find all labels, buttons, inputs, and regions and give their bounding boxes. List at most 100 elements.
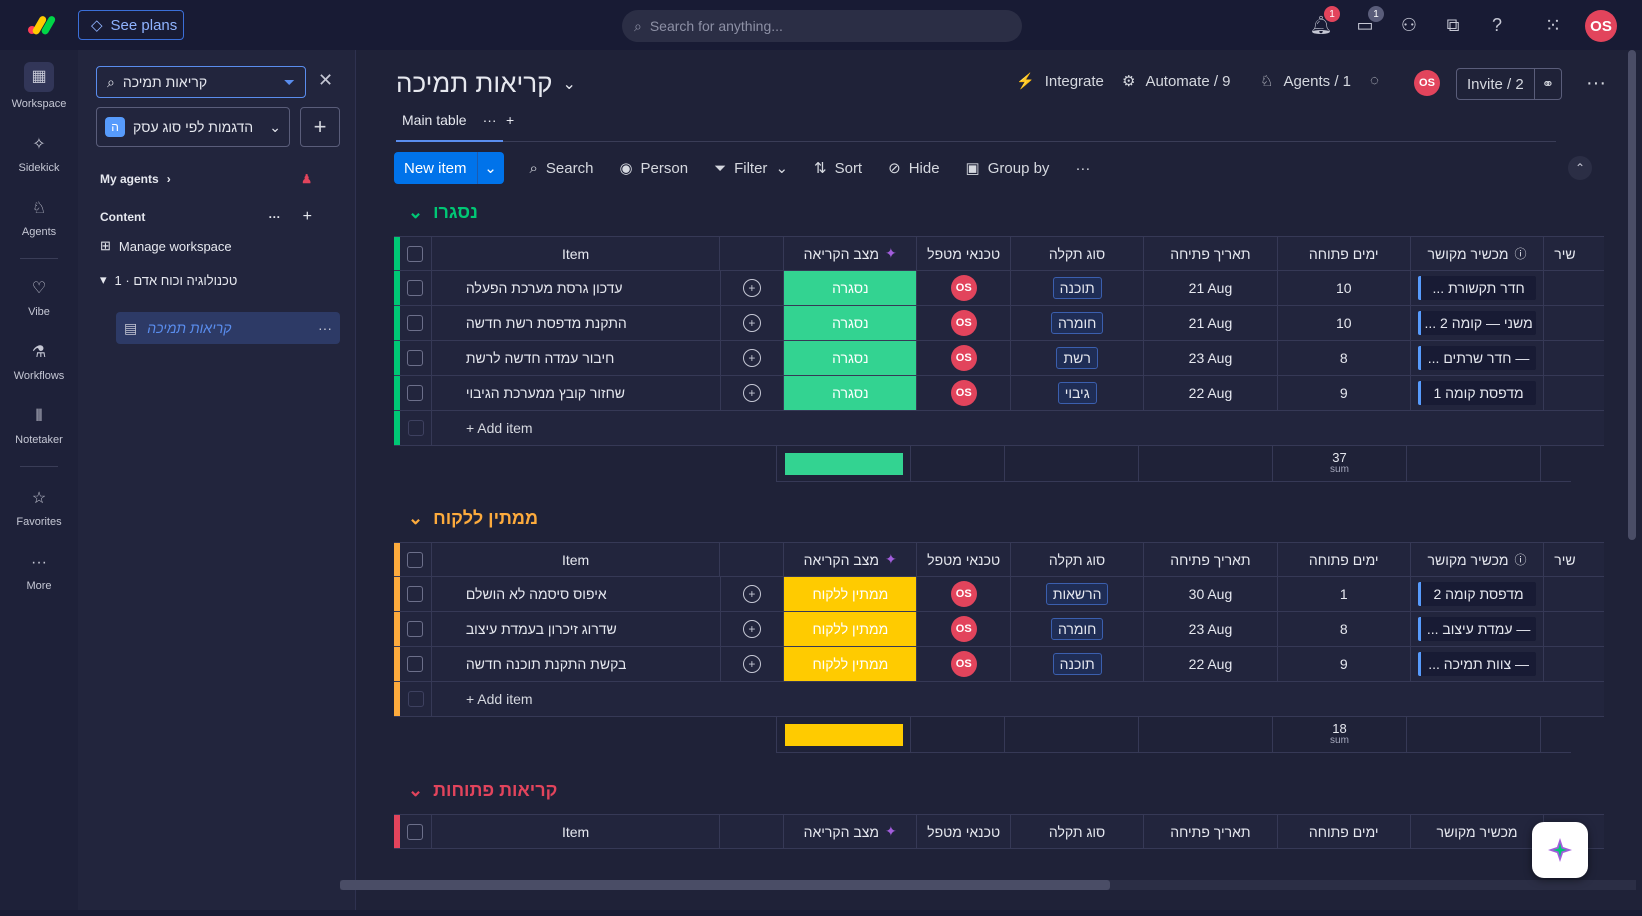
group-title-waiting[interactable]: ⌄ ממתין ללקוח — [408, 508, 538, 529]
add-item-row[interactable]: + Add item — [394, 682, 1604, 717]
add-update-icon[interactable]: + — [742, 585, 761, 603]
column-header-more[interactable]: שיר — [1554, 245, 1576, 262]
status-label[interactable]: נסגרה — [784, 376, 917, 410]
days-open[interactable]: 10 — [1278, 306, 1411, 340]
group-by-button[interactable]: ▣ Group by — [966, 159, 1050, 178]
manage-workspace-row[interactable]: ⊞ Manage workspace — [100, 238, 232, 254]
column-header-device[interactable]: מכשיר מקושר — [1411, 815, 1545, 848]
plus-icon[interactable]: + — [302, 208, 312, 225]
rail-vibe[interactable]: ♡ Vibe — [0, 278, 78, 318]
technician-avatar[interactable]: OS — [950, 651, 977, 677]
table-row[interactable]: איפוס סיסמה לא הושלם + ממתין ללקוח OS הרשאות… — [394, 577, 1604, 612]
chevron-up-icon[interactable]: ⌃ — [1568, 156, 1592, 180]
open-date[interactable]: 21 Aug — [1144, 271, 1278, 305]
open-date[interactable]: 22 Aug — [1144, 647, 1278, 681]
status-label[interactable]: נסגרה — [784, 271, 917, 305]
item-name[interactable]: שחזור קובץ ממערכת הגיבוי — [432, 376, 721, 410]
more-dots-icon[interactable]: ··· — [318, 320, 332, 336]
see-plans-button[interactable]: ◇ See plans — [78, 10, 184, 40]
issue-type-tag[interactable]: חומרה — [1050, 618, 1104, 640]
column-header-more[interactable]: שיר — [1554, 551, 1576, 568]
row-checkbox[interactable] — [407, 350, 424, 366]
more-dots-icon[interactable]: ··· — [482, 112, 497, 128]
filter-button[interactable]: ⏷ Filter ⌄ — [714, 159, 789, 178]
add-item-label[interactable]: + Add item — [466, 420, 533, 436]
monday-logo[interactable] — [26, 12, 60, 38]
board-title[interactable]: קריאות תמיכה ⌄ — [396, 68, 576, 99]
select-all-checkbox[interactable] — [407, 551, 424, 568]
row-checkbox[interactable] — [407, 315, 424, 331]
issue-type-tag[interactable]: גיבוי — [1057, 382, 1097, 404]
days-open[interactable]: 8 — [1278, 612, 1411, 646]
add-update-icon[interactable]: + — [742, 620, 761, 638]
rail-agents[interactable]: ♘ Agents — [0, 198, 78, 238]
issue-type-tag[interactable]: תוכנה — [1052, 653, 1102, 675]
add-update-icon[interactable]: + — [742, 349, 761, 367]
board-owner-avatar[interactable]: OS — [1414, 70, 1440, 96]
linked-device[interactable]: ... חדר שרתים — — [1418, 346, 1537, 370]
app-switcher-icon[interactable]: ⁙ — [1544, 14, 1562, 37]
column-header-type[interactable]: סוג תקלה — [1011, 815, 1145, 848]
add-update-icon[interactable]: + — [742, 384, 761, 402]
horizontal-scrollbar[interactable] — [340, 880, 1636, 890]
add-button[interactable]: + — [300, 107, 340, 147]
rail-workspace[interactable]: ▦ Workspace — [0, 62, 78, 110]
column-header-date[interactable]: תאריך פתיחה — [1144, 237, 1278, 270]
integrate-button[interactable]: ⚡ Integrate — [1016, 72, 1104, 91]
linked-device[interactable]: מדפסת קומה 1 — [1418, 381, 1537, 405]
days-open[interactable]: 10 — [1278, 271, 1411, 305]
issue-type-tag[interactable]: הרשאות — [1045, 583, 1109, 605]
days-open[interactable]: 1 — [1278, 577, 1411, 611]
add-view-icon[interactable]: + — [506, 112, 515, 128]
sidebar-search-input[interactable]: ⌕ קריאות תמיכה ⏷ — [96, 66, 306, 98]
add-item-label[interactable]: + Add item — [466, 691, 533, 707]
column-header-item[interactable]: Item — [432, 237, 721, 270]
linked-device[interactable]: ... צוות תמיכה — — [1418, 652, 1537, 676]
rail-more[interactable]: ··· More — [0, 552, 78, 592]
row-checkbox[interactable] — [407, 621, 424, 637]
apps-icon[interactable]: ⧉ — [1446, 14, 1460, 35]
table-row[interactable]: התקנת מדפסת רשת חדשה + נסגרה OS חומרה 21 Aug 1… — [394, 306, 1604, 341]
column-header-date[interactable]: תאריך פתיחה — [1144, 815, 1278, 848]
item-name[interactable]: חיבור עמדה חדשה לרשת — [432, 341, 721, 375]
group-title-closed[interactable]: ⌄ נסגרו — [408, 202, 478, 223]
open-date[interactable]: 22 Aug — [1144, 376, 1278, 410]
vertical-scrollbar[interactable] — [1628, 50, 1636, 540]
linked-device[interactable]: ... עמדת עיצוב — — [1418, 617, 1537, 641]
technician-avatar[interactable]: OS — [950, 275, 977, 301]
status-label[interactable]: נסגרה — [784, 306, 917, 340]
item-name[interactable]: בקשת התקנת תוכנה חדשה — [432, 647, 721, 681]
filter-icon[interactable]: ⏷ — [283, 73, 295, 90]
add-update-icon[interactable]: + — [742, 279, 761, 297]
chevron-down-icon[interactable]: ⌄ — [775, 160, 789, 177]
scrollbar-thumb[interactable] — [340, 880, 1110, 890]
table-row[interactable]: בקשת התקנת תוכנה חדשה + ממתין ללקוח OS תוכנה… — [394, 647, 1604, 682]
new-item-button[interactable]: New item ⌄ — [394, 152, 504, 184]
days-open[interactable]: 8 — [1278, 341, 1411, 375]
column-header-item[interactable]: Item — [432, 815, 721, 848]
automate-button[interactable]: ⚙ Automate / 9 — [1122, 72, 1231, 91]
technician-avatar[interactable]: OS — [950, 380, 977, 406]
add-update-icon[interactable]: + — [742, 314, 761, 332]
column-header-status[interactable]: מצב הקריאה ✦ — [784, 543, 918, 576]
column-header-tech[interactable]: טכנאי מטפל — [917, 237, 1011, 270]
linked-device[interactable]: ... משני — קומה 2 — [1418, 311, 1537, 335]
folder-row[interactable]: ▾ 1 · טכנולוגיה וכוח אדם — [100, 272, 237, 288]
search-button[interactable]: ⌕ Search — [530, 160, 594, 177]
user-avatar[interactable]: OS — [1585, 10, 1617, 42]
group-title-open[interactable]: ⌄ קריאות פתוחות — [408, 780, 557, 801]
hide-button[interactable]: ⊘ Hide — [888, 159, 939, 178]
rail-sidekick[interactable]: ✧ Sidekick — [0, 134, 78, 174]
table-row[interactable]: חיבור עמדה חדשה לרשת + נסגרה OS רשת 23 Aug 8..… — [394, 341, 1604, 376]
close-icon[interactable]: ✕ — [318, 70, 334, 90]
technician-avatar[interactable]: OS — [950, 345, 977, 371]
column-header-device[interactable]: מכשיר מקושר ⓘ — [1411, 237, 1545, 270]
technician-avatar[interactable]: OS — [950, 581, 977, 607]
add-update-icon[interactable]: + — [742, 655, 761, 673]
days-open[interactable]: 9 — [1278, 647, 1411, 681]
issue-type-tag[interactable]: רשת — [1056, 347, 1098, 369]
row-checkbox[interactable] — [407, 656, 424, 672]
issue-type-tag[interactable]: חומרה — [1050, 312, 1104, 334]
status-summary-bar[interactable] — [784, 723, 903, 746]
column-header-days[interactable]: ימים פתוחה — [1278, 237, 1411, 270]
